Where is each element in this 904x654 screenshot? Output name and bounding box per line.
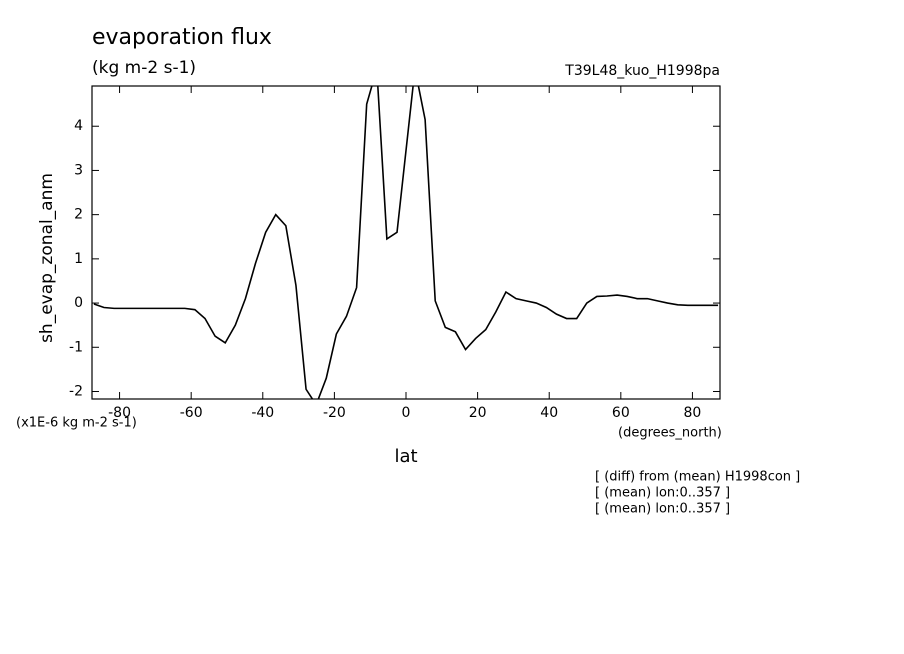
chart-title: evaporation flux (92, 25, 272, 50)
note: [ (mean) lon:0..357 ] (595, 502, 730, 517)
y-tick-label: 3 (74, 162, 83, 178)
x-tick-label: 60 (612, 405, 630, 421)
note: [ (mean) lon:0..357 ] (595, 486, 730, 501)
run-label: T39L48_kuo_H1998pa (564, 63, 720, 79)
data-line (93, 86, 719, 399)
y-tick-label: 4 (74, 118, 83, 134)
y-tick-label: 1 (74, 251, 83, 267)
x-units: (degrees_north) (618, 426, 722, 441)
x-tick-label: -60 (180, 405, 203, 421)
chart-subtitle: (kg m-2 s-1) (92, 58, 196, 78)
y-tick-label: -2 (69, 383, 83, 399)
y-tick-label: 0 (74, 295, 83, 311)
x-axis-label: lat (394, 446, 417, 467)
x-tick-label: -40 (251, 405, 274, 421)
x-tick-label: 40 (540, 405, 558, 421)
y-tick-label: -1 (69, 339, 83, 355)
x-tick-label: 80 (684, 405, 702, 421)
note: [ (diff) from (mean) H1998con ] (595, 470, 800, 485)
x-tick-label: 0 (402, 405, 411, 421)
y-axis-label: sh_evap_zonal_anm (37, 173, 57, 343)
y-tick-label: 2 (74, 207, 83, 223)
x-tick-label: -20 (323, 405, 346, 421)
x-tick-label: -80 (108, 405, 131, 421)
y-units: (x1E-6 kg m-2 s-1) (16, 416, 137, 431)
x-tick-label: 20 (469, 405, 487, 421)
plot-frame (91, 85, 721, 400)
